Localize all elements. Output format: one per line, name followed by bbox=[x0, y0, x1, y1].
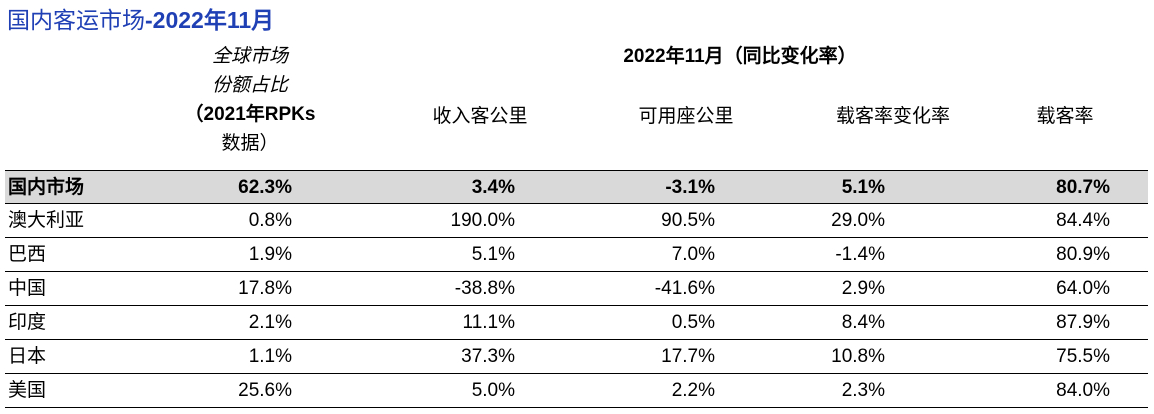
rpk-column-header: 收入客公里 bbox=[432, 105, 528, 127]
plf-value: 64.0% bbox=[1056, 278, 1110, 299]
ask-value: 7.0% bbox=[671, 244, 715, 265]
plf-change-value: 2.3% bbox=[841, 380, 885, 401]
plf-value: 75.5% bbox=[1056, 346, 1110, 367]
plf-value: 84.4% bbox=[1056, 210, 1110, 231]
share-column-header: 全球市场 份额占比 （2021年RPKs 数据） bbox=[150, 42, 350, 158]
share-header-line1: 全球市场 bbox=[211, 45, 288, 67]
share-value: 25.6% bbox=[238, 380, 292, 401]
ask-column-header: 可用座公里 bbox=[638, 105, 734, 127]
data-table: 国内市场 62.3% 3.4% -3.1% 5.1% 80.7% 澳大利亚 0.… bbox=[5, 170, 1148, 408]
table-row: 澳大利亚 0.8% 190.0% 90.5% 29.0% 84.4% bbox=[5, 204, 1148, 238]
plf-change-value: 10.8% bbox=[831, 346, 885, 367]
market-name: 印度 bbox=[8, 311, 47, 333]
period-header: 2022年11月（同比变化率） bbox=[540, 42, 940, 71]
share-value: 17.8% bbox=[238, 278, 292, 299]
share-header-line2: 份额占比 bbox=[211, 74, 288, 96]
plf-change-value: 8.4% bbox=[841, 312, 885, 333]
ask-value: 90.5% bbox=[661, 210, 715, 231]
rpk-value: 11.1% bbox=[462, 312, 515, 333]
plf-value: 84.0% bbox=[1056, 380, 1110, 401]
plf-value: 80.7% bbox=[1056, 177, 1110, 198]
table-row: 印度 2.1% 11.1% 0.5% 8.4% 87.9% bbox=[5, 306, 1148, 340]
ask-value: 2.2% bbox=[671, 380, 715, 401]
share-header-line4: 数据） bbox=[221, 132, 279, 154]
rpk-value: 5.0% bbox=[471, 380, 515, 401]
share-header-line3: （2021年RPKs bbox=[184, 104, 316, 125]
plf-change-value: -1.4% bbox=[835, 244, 885, 265]
plf-value: 87.9% bbox=[1056, 312, 1110, 333]
title-suffix: -2022年11月 bbox=[145, 7, 275, 33]
plf-column-header: 载客率 bbox=[1036, 105, 1094, 127]
market-name: 国内市场 bbox=[8, 176, 85, 198]
share-value: 2.1% bbox=[248, 312, 292, 333]
plf-change-value: 2.9% bbox=[841, 278, 885, 299]
ask-value: -3.1% bbox=[665, 177, 715, 198]
share-value: 0.8% bbox=[248, 210, 292, 231]
share-value: 62.3% bbox=[238, 177, 292, 198]
plf-change-value: 5.1% bbox=[841, 177, 885, 198]
table-row: 中国 17.8% -38.8% -41.6% 2.9% 64.0% bbox=[5, 272, 1148, 306]
rpk-value: 3.4% bbox=[471, 177, 515, 198]
plf-change-value: 29.0% bbox=[831, 210, 885, 231]
market-name: 美国 bbox=[8, 379, 47, 401]
rpk-value: 190.0% bbox=[450, 210, 515, 231]
plf-value: 80.9% bbox=[1056, 244, 1110, 265]
share-value: 1.9% bbox=[248, 244, 292, 265]
ask-value: -41.6% bbox=[654, 278, 715, 299]
title-prefix: 国内客运市场 bbox=[7, 8, 145, 34]
table-row: 美国 25.6% 5.0% 2.2% 2.3% 84.0% bbox=[5, 374, 1148, 408]
table-row: 日本 1.1% 37.3% 17.7% 10.8% 75.5% bbox=[5, 340, 1148, 374]
table-row: 巴西 1.9% 5.1% 7.0% -1.4% 80.9% bbox=[5, 238, 1148, 272]
market-name: 巴西 bbox=[8, 243, 47, 265]
rpk-value: -38.8% bbox=[454, 278, 515, 299]
ask-value: 17.7% bbox=[661, 346, 715, 367]
ask-value: 0.5% bbox=[671, 312, 715, 333]
page-title: 国内客运市场-2022年11月 bbox=[7, 4, 274, 36]
market-name: 澳大利亚 bbox=[8, 209, 85, 231]
market-name: 中国 bbox=[8, 277, 47, 299]
rpk-value: 37.3% bbox=[461, 346, 515, 367]
plf-change-column-header: 载客率变化率 bbox=[835, 105, 950, 127]
rpk-value: 5.1% bbox=[471, 244, 515, 265]
table-row-total: 国内市场 62.3% 3.4% -3.1% 5.1% 80.7% bbox=[5, 170, 1148, 204]
period-label: 2022年11月（同比变化率） bbox=[623, 46, 857, 67]
market-name: 日本 bbox=[8, 345, 47, 367]
share-value: 1.1% bbox=[248, 346, 292, 367]
